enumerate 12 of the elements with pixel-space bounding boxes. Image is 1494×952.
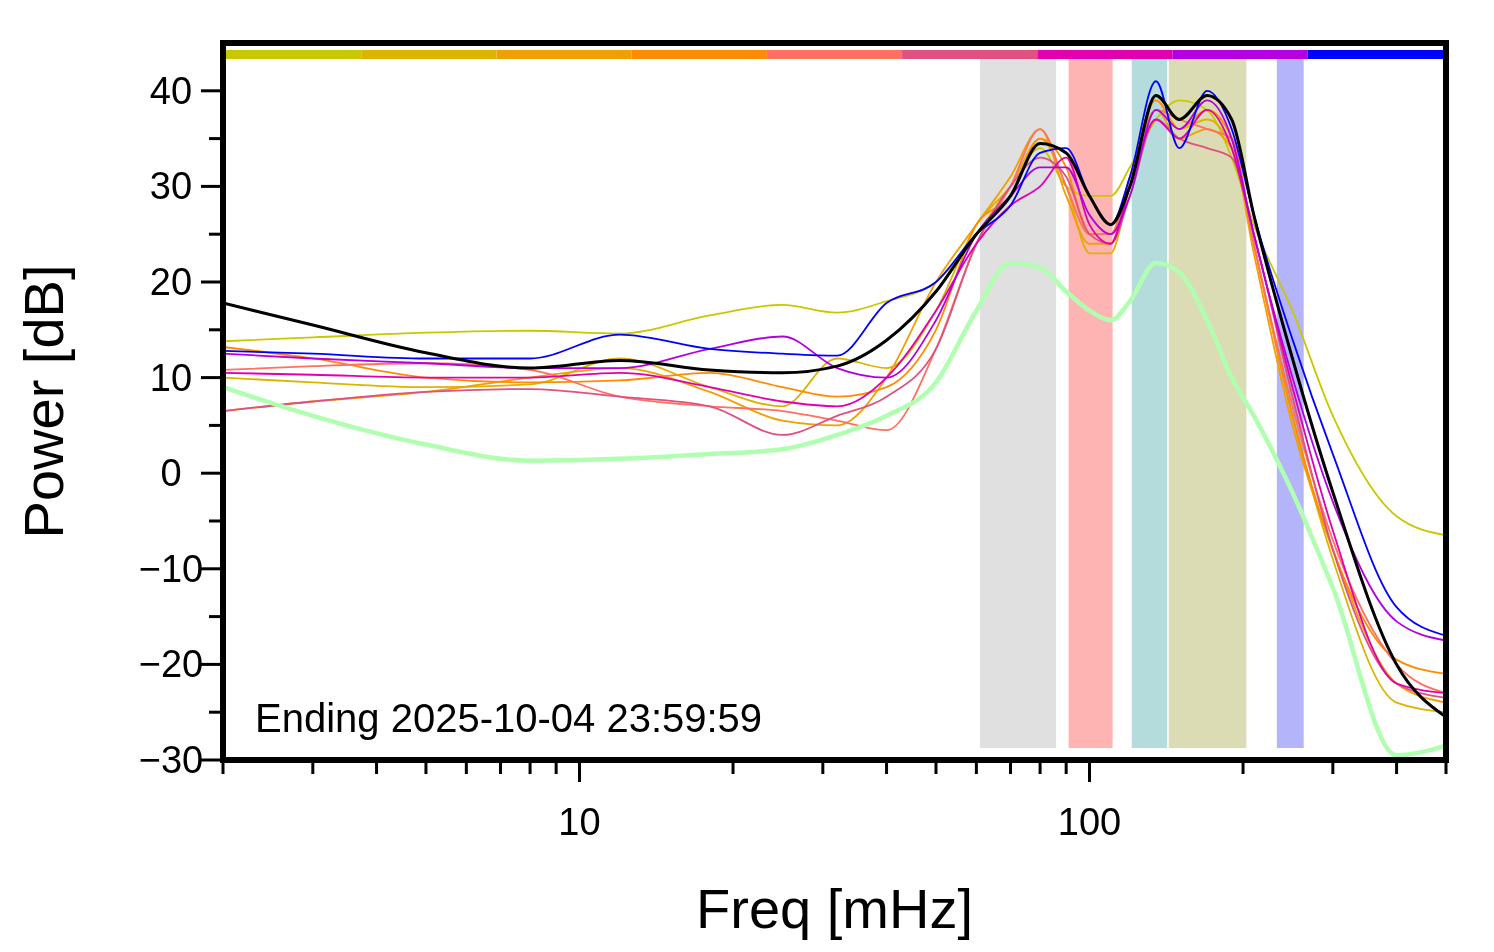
x-axis-title: Freq [mHz] bbox=[696, 877, 973, 940]
y-tick-label: −30 bbox=[138, 739, 204, 781]
y-tick-label: −20 bbox=[138, 643, 204, 686]
annotation: Ending 2025-10-04 23:59:59 bbox=[255, 696, 763, 740]
y-tick-label: 0 bbox=[160, 452, 182, 495]
y-tick-label: 20 bbox=[149, 261, 193, 303]
y-axis-title: Power [dB] bbox=[12, 264, 75, 539]
y-tick-label: −10 bbox=[138, 547, 204, 590]
x-tick-label: 100 bbox=[1057, 801, 1122, 843]
y-tick-label: 40 bbox=[149, 69, 193, 112]
y-tick-label: 10 bbox=[149, 356, 193, 399]
y-tick-label: 30 bbox=[149, 165, 193, 208]
